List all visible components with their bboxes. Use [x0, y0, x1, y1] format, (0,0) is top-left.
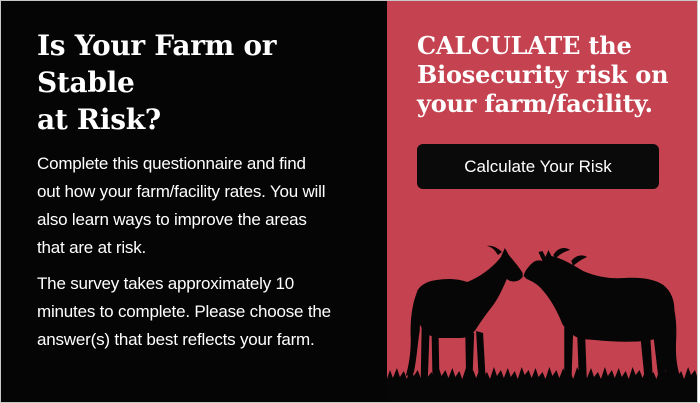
cta-heading: CALCULATE the Biosecurity risk on your f… — [417, 31, 669, 118]
cta-panel: CALCULATE the Biosecurity risk on your f… — [387, 1, 697, 402]
grass-silhouette — [387, 367, 697, 402]
intro-paragraph: Complete this questionnaire and find out… — [37, 154, 326, 257]
right-horse-silhouette — [523, 247, 681, 388]
horses-silhouette-illustration — [387, 245, 697, 402]
calculate-your-risk-button[interactable]: Calculate Your Risk — [417, 144, 659, 189]
page-title: Is Your Farm or Stable at Risk? — [37, 29, 277, 136]
survey-info-paragraph: The survey takes approximately 10 minute… — [37, 274, 331, 349]
left-horse-silhouette — [405, 245, 523, 387]
intro-panel: Is Your Farm or Stable at Risk? Complete… — [1, 1, 387, 402]
